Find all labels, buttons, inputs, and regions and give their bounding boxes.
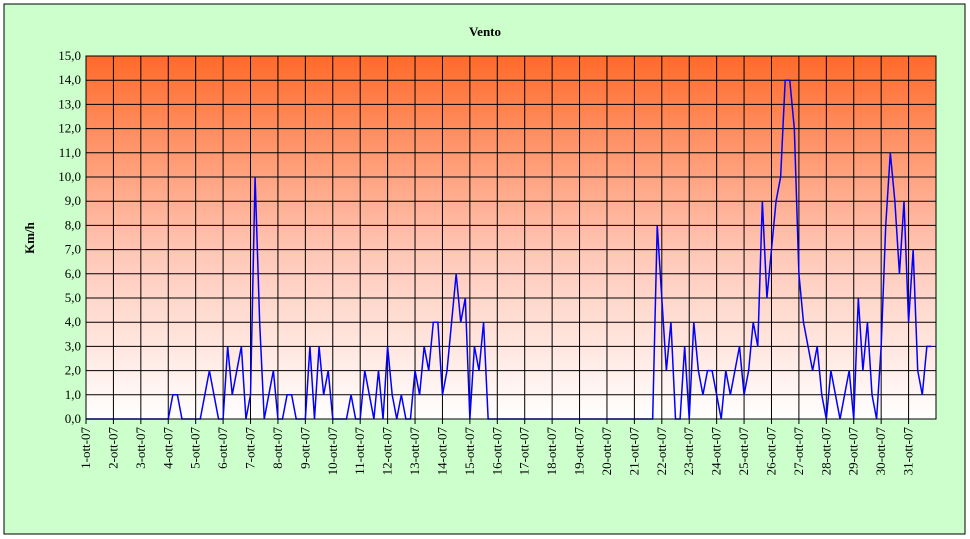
y-tick-label: 10,0 bbox=[58, 169, 81, 184]
x-tick-label: 12-ott-07 bbox=[380, 427, 395, 476]
x-tick-label: 7-ott-07 bbox=[243, 427, 258, 469]
x-tick-label: 6-ott-07 bbox=[215, 427, 230, 469]
x-tick-label: 14-ott-07 bbox=[434, 427, 449, 476]
x-tick-label: 22-ott-07 bbox=[654, 427, 669, 476]
x-tick-label: 25-ott-07 bbox=[736, 427, 751, 476]
y-tick-label: 4,0 bbox=[65, 314, 81, 329]
y-tick-label: 9,0 bbox=[65, 193, 81, 208]
x-tick-label: 20-ott-07 bbox=[599, 427, 614, 476]
x-tick-label: 2-ott-07 bbox=[105, 427, 120, 469]
x-tick-label: 24-ott-07 bbox=[709, 427, 724, 476]
y-tick-label: 0,0 bbox=[65, 411, 81, 426]
x-tick-label: 3-ott-07 bbox=[133, 427, 148, 469]
x-tick-label: 11-ott-07 bbox=[352, 427, 367, 475]
x-tick-label: 1-ott-07 bbox=[78, 427, 93, 469]
y-tick-label: 3,0 bbox=[65, 338, 81, 353]
y-axis-title: Km/h bbox=[22, 221, 37, 254]
y-tick-label: 13,0 bbox=[58, 96, 81, 111]
y-tick-label: 8,0 bbox=[65, 217, 81, 232]
plot-border bbox=[85, 55, 937, 420]
x-tick-label: 28-ott-07 bbox=[818, 427, 833, 476]
y-tick-label: 2,0 bbox=[65, 363, 81, 378]
y-tick-label: 5,0 bbox=[65, 290, 81, 305]
y-tick-label: 15,0 bbox=[58, 48, 81, 63]
y-tick-label: 7,0 bbox=[65, 242, 81, 257]
x-tick-label: 21-ott-07 bbox=[626, 427, 641, 476]
x-tick-label: 4-ott-07 bbox=[160, 427, 175, 469]
x-tick-label: 31-ott-07 bbox=[901, 427, 916, 476]
x-tick-label: 23-ott-07 bbox=[681, 427, 696, 476]
x-tick-label: 15-ott-07 bbox=[462, 427, 477, 476]
x-tick-label: 13-ott-07 bbox=[407, 427, 422, 476]
chart-title: Vento bbox=[469, 24, 501, 39]
x-tick-label: 30-ott-07 bbox=[873, 427, 888, 476]
x-tick-label: 9-ott-07 bbox=[297, 427, 312, 469]
x-tick-label: 27-ott-07 bbox=[791, 427, 806, 476]
x-tick-label: 16-ott-07 bbox=[489, 427, 504, 476]
y-tick-label: 6,0 bbox=[65, 266, 81, 281]
x-tick-label: 26-ott-07 bbox=[763, 427, 778, 476]
y-tick-label: 12,0 bbox=[58, 121, 81, 136]
x-tick-label: 10-ott-07 bbox=[325, 427, 340, 476]
x-tick-label: 5-ott-07 bbox=[188, 427, 203, 469]
y-tick-label: 1,0 bbox=[65, 387, 81, 402]
x-tick-label: 8-ott-07 bbox=[270, 427, 285, 469]
x-tick-label: 19-ott-07 bbox=[572, 427, 587, 476]
x-tick-label: 18-ott-07 bbox=[544, 427, 559, 476]
y-tick-label: 14,0 bbox=[58, 72, 81, 87]
x-tick-label: 29-ott-07 bbox=[846, 427, 861, 476]
x-tick-label: 17-ott-07 bbox=[517, 427, 532, 476]
y-tick-label: 11,0 bbox=[59, 145, 81, 160]
plot-area bbox=[86, 56, 936, 419]
